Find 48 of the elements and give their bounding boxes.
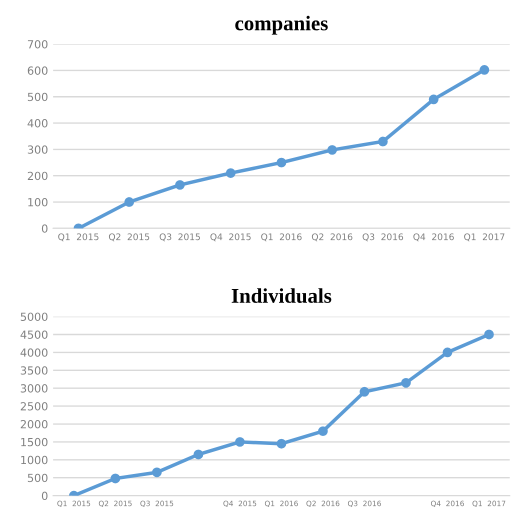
x-tick-label: Q4 2015 [210,233,251,242]
point [175,180,185,190]
point [318,426,328,436]
y-tick-label: 700 [28,40,48,48]
x-tick-label: Q4 2016 [413,233,454,242]
x-tick-label: Q1 2017 [464,233,504,242]
point [194,450,204,460]
x-tick-label: Q1 2016 [261,233,302,242]
x-tick-label: Q1 2015 [58,233,98,242]
point [360,386,370,397]
x-tick-label: Q3 2016 [362,233,404,242]
y-tick-label: 0 [42,492,48,500]
y-tick-label: 2000 [20,420,48,428]
chart-title: companies [235,16,328,35]
y-tick-label: 500 [28,92,48,102]
y-tick-label: 4500 [20,330,48,339]
y-tick-label: 3500 [20,366,48,375]
point [401,378,411,388]
point [276,158,286,168]
point [428,94,439,104]
y-tick-label: 4000 [20,348,48,357]
x-tick-label: Q2 2015 [108,233,150,242]
point [378,136,388,146]
y-tick-label: 500 [28,474,48,482]
y-tick-label: 1000 [21,456,48,464]
point [152,468,162,478]
point [110,474,120,484]
point [484,330,494,340]
y-tick-label: 2500 [20,402,48,410]
y-tick-label: 400 [28,119,48,128]
y-tick-label: 3000 [20,384,48,393]
y-tick-label: 100 [28,198,48,206]
y-tick-label: 600 [28,66,48,75]
x-tick-label: Q2 2016 [312,233,352,242]
x-tick-label: Q3 2015 [160,233,200,242]
point [226,168,236,178]
point [327,145,338,155]
y-tick-label: 200 [28,172,48,180]
point [124,197,134,207]
y-tick-label: 300 [28,145,48,154]
point [235,437,245,447]
point [480,65,490,75]
y-tick-label: 5000 [20,312,48,321]
point [276,438,286,449]
y-tick-label: 1500 [21,438,48,446]
chart-title: Individuals [232,288,332,303]
point [442,348,452,358]
y-tick-label: 0 [42,224,48,233]
